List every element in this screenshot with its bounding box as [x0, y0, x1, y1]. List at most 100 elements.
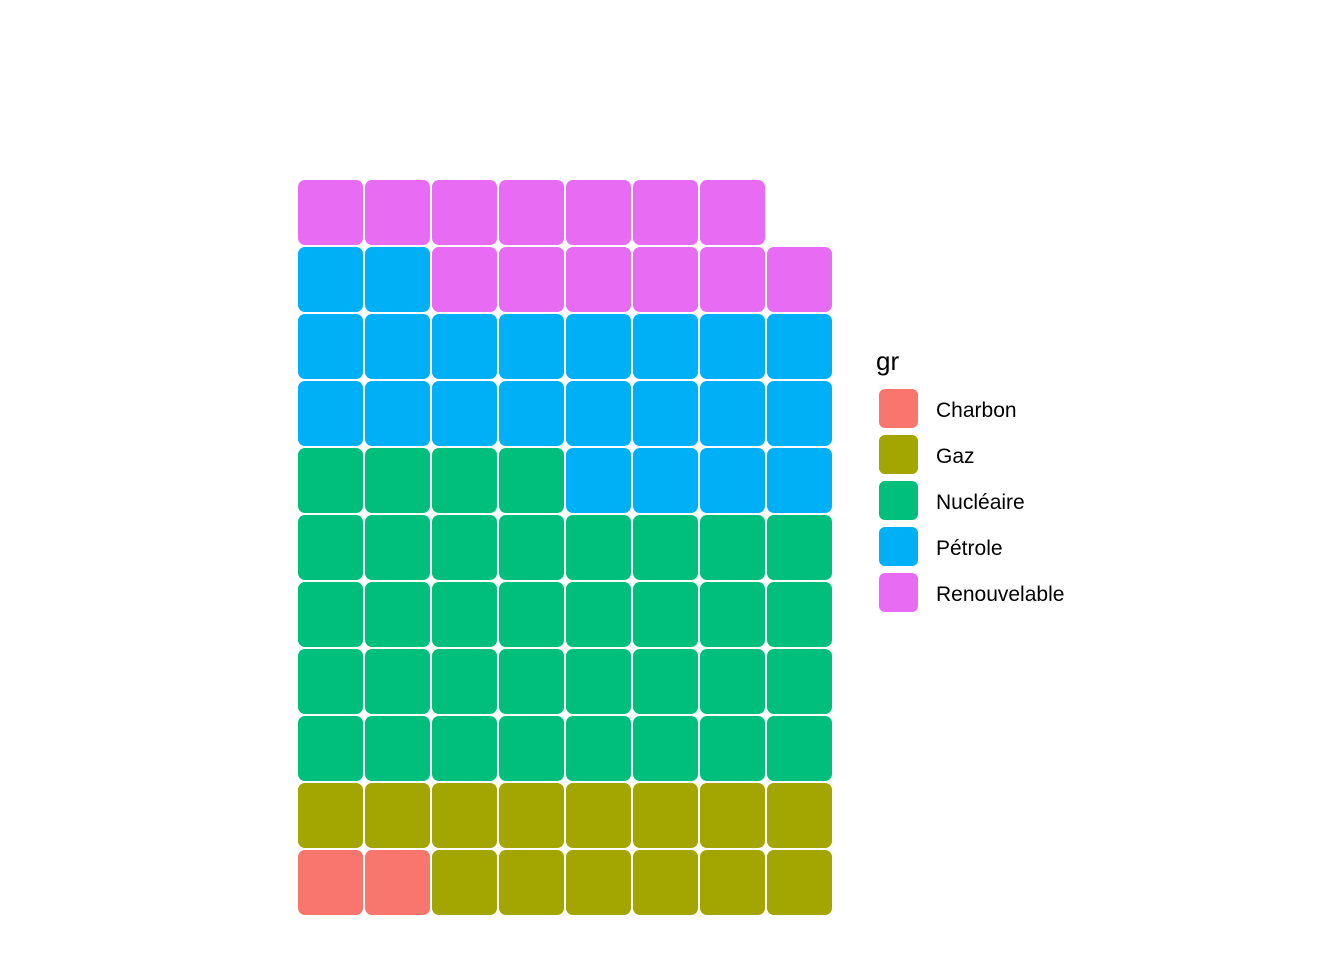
- waffle-tile: [566, 448, 631, 513]
- legend-item: Charbon: [879, 389, 1017, 428]
- waffle-tile: [700, 180, 765, 245]
- legend-label: Charbon: [936, 399, 1017, 422]
- waffle-tile: [499, 314, 564, 379]
- waffle-tile: [700, 716, 765, 781]
- waffle-tile: [365, 314, 430, 379]
- legend-label: Gaz: [936, 445, 975, 468]
- waffle-tile: [767, 247, 832, 312]
- waffle-tile: [365, 649, 430, 714]
- waffle-tile: [365, 515, 430, 580]
- waffle-tile: [432, 180, 497, 245]
- waffle-tile: [432, 783, 497, 848]
- waffle-tile: [432, 582, 497, 647]
- waffle-tile: [298, 783, 363, 848]
- waffle-tile: [700, 247, 765, 312]
- waffle-tile: [566, 247, 631, 312]
- waffle-tile: [499, 448, 564, 513]
- waffle-tile: [767, 314, 832, 379]
- waffle-tile: [700, 381, 765, 446]
- waffle-tile: [767, 515, 832, 580]
- waffle-tile: [365, 247, 430, 312]
- legend-key: [879, 389, 918, 428]
- legend-label: Renouvelable: [936, 583, 1064, 606]
- waffle-tile: [700, 649, 765, 714]
- waffle-tile: [499, 582, 564, 647]
- waffle-tile: [566, 783, 631, 848]
- waffle-tile: [298, 314, 363, 379]
- waffle-tile: [700, 582, 765, 647]
- waffle-tile: [432, 850, 497, 915]
- waffle-tile: [432, 247, 497, 312]
- waffle-tile: [365, 716, 430, 781]
- legend-item: Gaz: [879, 435, 975, 474]
- waffle-tile: [700, 850, 765, 915]
- waffle-tile: [767, 448, 832, 513]
- waffle-tile: [700, 448, 765, 513]
- waffle-tile: [633, 850, 698, 915]
- legend-label: Nucléaire: [936, 491, 1025, 514]
- waffle-tile: [767, 850, 832, 915]
- waffle-tile: [566, 582, 631, 647]
- waffle-tile: [298, 180, 363, 245]
- legend-item: Renouvelable: [879, 573, 1064, 612]
- waffle-tile: [767, 582, 832, 647]
- legend: gr Charbon Gaz Nucléaire Pétrole Renouvelabl…: [876, 346, 1064, 612]
- waffle-tile: [767, 783, 832, 848]
- waffle-tile: [365, 850, 430, 915]
- waffle-tiles: [298, 180, 832, 915]
- waffle-tile: [700, 314, 765, 379]
- legend-key: [879, 573, 918, 612]
- waffle-tile: [633, 515, 698, 580]
- waffle-tile: [633, 649, 698, 714]
- legend-items: Charbon Gaz Nucléaire Pétrole Renouvelable: [879, 389, 1064, 612]
- waffle-tile: [499, 850, 564, 915]
- waffle-tile: [432, 649, 497, 714]
- waffle-tile: [566, 180, 631, 245]
- waffle-tile: [566, 515, 631, 580]
- waffle-tile: [633, 381, 698, 446]
- waffle-tile: [633, 314, 698, 379]
- waffle-tile: [432, 716, 497, 781]
- waffle-tile: [633, 180, 698, 245]
- waffle-tile: [432, 515, 497, 580]
- waffle-tile: [298, 448, 363, 513]
- waffle-tile: [298, 247, 363, 312]
- waffle-tile: [767, 649, 832, 714]
- legend-title: gr: [876, 346, 899, 376]
- waffle-tile: [566, 649, 631, 714]
- legend-item: Nucléaire: [879, 481, 1025, 520]
- waffle-tile: [298, 582, 363, 647]
- waffle-tile: [365, 180, 430, 245]
- waffle-tile: [767, 381, 832, 446]
- waffle-tile: [633, 783, 698, 848]
- waffle-tile: [499, 649, 564, 714]
- waffle-tile: [432, 381, 497, 446]
- waffle-tile: [432, 448, 497, 513]
- waffle-tile: [566, 850, 631, 915]
- waffle-tile: [298, 850, 363, 915]
- waffle-tile: [499, 783, 564, 848]
- waffle-tile: [365, 448, 430, 513]
- waffle-tile: [700, 783, 765, 848]
- waffle-tile: [365, 381, 430, 446]
- waffle-tile: [298, 716, 363, 781]
- legend-key: [879, 481, 918, 520]
- waffle-tile: [767, 716, 832, 781]
- waffle-tile: [566, 314, 631, 379]
- legend-item: Pétrole: [879, 527, 1003, 566]
- legend-key: [879, 527, 918, 566]
- waffle-tile: [298, 381, 363, 446]
- waffle-tile: [633, 716, 698, 781]
- waffle-tile: [365, 582, 430, 647]
- waffle-tile: [499, 716, 564, 781]
- legend-label: Pétrole: [936, 537, 1003, 560]
- waffle-tile: [499, 381, 564, 446]
- waffle-tile: [566, 716, 631, 781]
- waffle-tile: [700, 515, 765, 580]
- waffle-tile: [633, 448, 698, 513]
- waffle-tile: [499, 180, 564, 245]
- waffle-tile: [633, 247, 698, 312]
- waffle-tile: [566, 381, 631, 446]
- waffle-tile: [298, 515, 363, 580]
